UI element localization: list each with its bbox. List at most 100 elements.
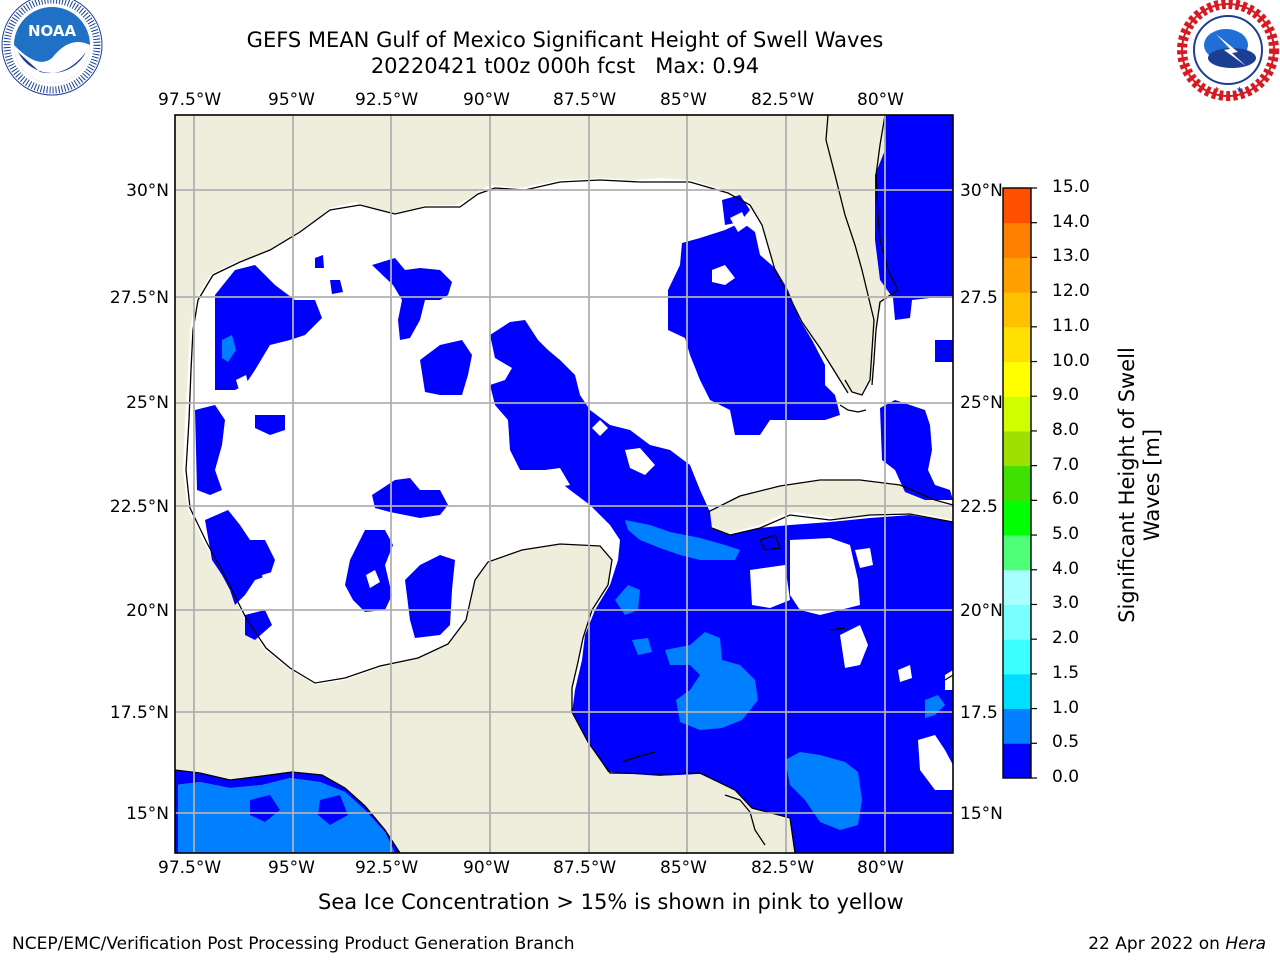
colorbar-cell <box>1003 639 1031 675</box>
noaa-logo-text: NOAA <box>28 22 77 40</box>
swell-calm-area <box>545 468 570 488</box>
swell-region-0.5-1.0 <box>625 520 740 560</box>
footer-date: 22 Apr 2022 on Hera <box>1088 934 1266 954</box>
sea-ice-note: Sea Ice Concentration > 15% is shown in … <box>318 890 904 914</box>
coastline-segment <box>829 627 846 631</box>
colorbar-tick-label: 15.0 <box>1052 177 1090 197</box>
colorbar-label: Significant Height of Swell Waves [m] <box>1115 347 1164 623</box>
colorbar-tick-label: 13.0 <box>1052 246 1090 267</box>
swell-calm-area <box>840 625 868 668</box>
colorbar-tick-label: 8.0 <box>1052 419 1080 440</box>
lat-label-right: 22.5 <box>960 497 998 517</box>
lon-label-bottom: 97.5°W <box>158 858 222 878</box>
colorbar-cell <box>1003 361 1031 397</box>
swell-calm-area <box>366 570 380 588</box>
colorbar-cell <box>1003 292 1031 328</box>
lat-label-left: 25°N <box>126 393 169 413</box>
colorbar-tick-label: 11.0 <box>1052 315 1090 336</box>
colorbar-tick-label: 0.5 <box>1052 732 1080 753</box>
colorbar-cell <box>1003 535 1031 571</box>
colorbar-tick-label: 1.5 <box>1052 662 1080 683</box>
coastline-segment <box>944 674 954 681</box>
colorbar-tick-label: 0.0 <box>1052 767 1080 787</box>
lat-label-right: 20°N <box>960 601 1003 621</box>
lon-label-bottom: 82.5°W <box>751 858 815 878</box>
colorbar-cell <box>1003 743 1031 779</box>
lon-label-top: 82.5°W <box>751 90 815 110</box>
coastline-segment <box>185 274 796 854</box>
swell-region-0-0.5 <box>315 255 324 268</box>
swell-calm-area <box>625 448 655 475</box>
lon-label-top: 90°W <box>463 90 510 110</box>
colorbar-tick-label: 6.0 <box>1052 489 1080 510</box>
footer-date-text: 22 Apr 2022 on <box>1088 934 1226 954</box>
lon-label-bottom: 87.5°W <box>553 858 617 878</box>
yucatan-land <box>320 544 612 853</box>
swell-region-0-0.5 <box>420 340 472 395</box>
lat-label-right: 25°N <box>960 393 1003 413</box>
colorbar-cell <box>1003 188 1031 224</box>
lon-label-top: 97.5°W <box>158 90 222 110</box>
swell-field <box>175 115 953 853</box>
swell-region-0-0.5 <box>372 258 452 340</box>
colorbar-tick-label: 7.0 <box>1052 454 1080 475</box>
swell-region-0-0.5 <box>345 530 393 612</box>
swell-calm-area <box>945 670 953 690</box>
coastline-segment <box>825 114 875 396</box>
lon-label-bottom: 80°W <box>857 858 904 878</box>
florida-land <box>755 115 898 394</box>
lat-label-left: 20°N <box>126 601 169 621</box>
lon-label-bottom: 92.5°W <box>355 858 419 878</box>
coastline-segment <box>871 114 899 386</box>
nws-logo: ★ ★ <box>1177 0 1279 101</box>
lat-label-right: 15°N <box>960 804 1003 824</box>
sea-ice-note-wrap: Sea Ice Concentration > 15% is shown in … <box>0 890 1280 914</box>
swell-region-0.5-1.0 <box>615 585 640 615</box>
graticule <box>175 115 953 853</box>
swell-region-0.5-1.0 <box>222 335 236 362</box>
colorbar-cell <box>1003 673 1031 710</box>
cuba-land <box>710 480 953 535</box>
colorbar-tick-label: 10.0 <box>1052 350 1090 371</box>
swell-region-0-0.5 <box>250 795 280 822</box>
colorbar-tick-label: 4.0 <box>1052 558 1080 579</box>
coastline <box>174 114 954 854</box>
coastline-segment <box>707 479 954 513</box>
colorbar-cell <box>1003 465 1031 501</box>
colorbar-tick-label: 14.0 <box>1052 211 1090 232</box>
swell-region-0-0.5 <box>175 770 400 853</box>
coastline-segment <box>711 513 954 536</box>
colorbar-cell <box>1003 430 1031 467</box>
colorbar-cell <box>1003 500 1031 536</box>
map-frame <box>174 114 954 854</box>
colorbar-cell <box>1003 326 1031 363</box>
lon-label-bottom: 95°W <box>268 858 315 878</box>
swell-calm-area <box>712 265 735 285</box>
swell-region-0-0.5 <box>195 405 225 495</box>
swell-region-0-0.5 <box>245 610 272 640</box>
lat-label-left: 30°N <box>126 181 169 201</box>
swell-region-0-0.5 <box>330 280 343 294</box>
colorbar-cell <box>1003 222 1031 258</box>
coastline-segment <box>759 534 781 551</box>
colorbar-tick-label: 9.0 <box>1052 385 1080 406</box>
swell-calm-area <box>918 735 953 790</box>
lat-label-right: 17.5 <box>960 703 998 723</box>
swell-region-0.5-1.0 <box>632 638 652 655</box>
noaa-logo: NOAA <box>1 0 103 96</box>
lon-label-top: 80°W <box>857 90 904 110</box>
colorbar-tick-label: 5.0 <box>1052 524 1080 545</box>
colorbar-cell <box>1003 708 1031 744</box>
svg-text:★: ★ <box>1213 85 1220 94</box>
colorbar-tick-label: 3.0 <box>1052 593 1080 614</box>
lat-label-right: 27.5 <box>960 288 998 308</box>
colorbar-cell <box>1003 604 1031 640</box>
swell-region-0-0.5 <box>490 320 953 853</box>
coastline-segment <box>724 794 766 846</box>
lat-label-left: 17.5°N <box>109 703 169 723</box>
lat-label-left: 15°N <box>126 804 169 824</box>
lon-label-top: 85°W <box>660 90 707 110</box>
lon-label-bottom: 85°W <box>660 858 707 878</box>
swell-calm-area <box>898 665 912 682</box>
swell-calm-area <box>700 418 725 438</box>
